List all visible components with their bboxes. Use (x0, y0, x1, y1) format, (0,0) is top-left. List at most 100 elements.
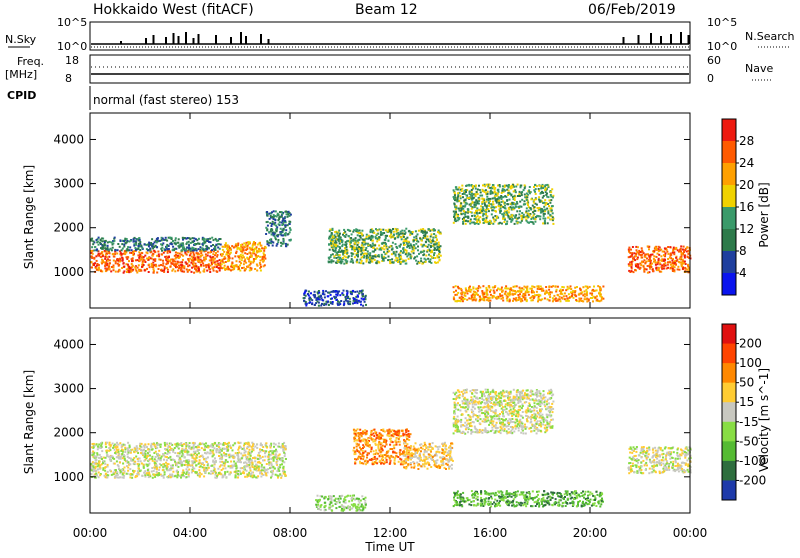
power-cell (197, 248, 199, 250)
power-cell (463, 298, 465, 300)
power-cell (568, 287, 570, 289)
velocity-cell (118, 453, 120, 455)
power-cell (216, 263, 218, 265)
power-cell (111, 241, 113, 243)
power-cell (469, 197, 471, 199)
power-cell (440, 245, 442, 247)
power-cell (413, 252, 415, 254)
power-cell (144, 260, 146, 262)
power-cell (433, 229, 435, 231)
power-cell (411, 251, 413, 253)
nsky-bar (165, 37, 167, 44)
power-cell (425, 261, 427, 263)
velocity-cell (119, 476, 121, 478)
power-cell (475, 193, 477, 195)
power-cell (502, 206, 504, 208)
power-cell (175, 258, 177, 260)
power-cell (462, 196, 464, 198)
power-cell (669, 261, 671, 263)
power-cell (259, 262, 261, 264)
velocity-cell (126, 447, 128, 449)
velocity-cell (218, 455, 220, 457)
power-cell (330, 301, 332, 303)
power-cell (224, 265, 226, 267)
power-cell (365, 249, 367, 251)
velocity-cell (139, 470, 141, 472)
power-cell (501, 295, 503, 297)
power-cell (454, 294, 456, 296)
power-cell (242, 254, 244, 256)
power-cell (189, 258, 191, 260)
power-cell (469, 286, 471, 288)
power-cell (164, 266, 166, 268)
power-cell (408, 245, 410, 247)
power-cell (650, 254, 652, 256)
power-cell (203, 239, 205, 241)
power-cell (544, 297, 546, 299)
power-cell (502, 188, 504, 190)
power-cell (194, 266, 196, 268)
power-cell (389, 230, 391, 232)
velocity-cell (243, 445, 245, 447)
power-cell (505, 208, 507, 210)
power-cell (335, 290, 337, 292)
power-cell (531, 285, 533, 287)
power-cell (220, 260, 222, 262)
power-cell (102, 260, 104, 262)
power-cell (328, 243, 330, 245)
power-cell (380, 229, 382, 231)
power-cell (514, 290, 516, 292)
power-cell (156, 272, 158, 274)
power-cell (576, 286, 578, 288)
power-cell (424, 235, 426, 237)
nsky-tick-low: 10^0 (57, 40, 87, 53)
power-cell (187, 265, 189, 267)
power-cell (225, 242, 227, 244)
power-cell (406, 243, 408, 245)
power-cell (277, 239, 279, 241)
power-cell (94, 246, 96, 248)
power-cell (474, 202, 476, 204)
power-cell (172, 268, 174, 270)
power-cell (585, 285, 587, 287)
velocity-cell (146, 446, 148, 448)
velocity-cell (166, 449, 168, 451)
power-cell (471, 199, 473, 201)
power-cell (388, 250, 390, 252)
power-cell (504, 205, 506, 207)
power-cell (429, 238, 431, 240)
freq-unit-label: [MHz] (5, 68, 37, 81)
velocity-cell (155, 451, 157, 453)
power-cell (134, 266, 136, 268)
power-cell (524, 187, 526, 189)
velocity-cell (235, 471, 237, 473)
power-cell (98, 244, 100, 246)
power-cell (543, 215, 545, 217)
power-cell (528, 294, 530, 296)
power-cell (686, 269, 688, 271)
power-cell (137, 248, 139, 250)
power-cell (663, 260, 665, 262)
power-cell (331, 245, 333, 247)
power-cell (555, 300, 557, 302)
power-cell (523, 288, 525, 290)
power-cell (578, 294, 580, 296)
power-cell (402, 252, 404, 254)
power-cell (345, 296, 347, 298)
power-cell (179, 253, 181, 255)
power-cell (565, 295, 567, 297)
power-cell (275, 238, 277, 240)
power-cell (471, 193, 473, 195)
power-cell (227, 251, 229, 253)
power-cell (331, 259, 333, 261)
power-cell (108, 256, 110, 258)
velocity-cell (107, 471, 109, 473)
velocity-cell (257, 458, 259, 460)
velocity-cell (235, 452, 237, 454)
velocity-cell (148, 443, 150, 445)
power-cell (141, 258, 143, 260)
power-cell (524, 295, 526, 297)
velocity-cell (265, 472, 267, 474)
power-cell (663, 251, 665, 253)
power-cell (127, 264, 129, 266)
